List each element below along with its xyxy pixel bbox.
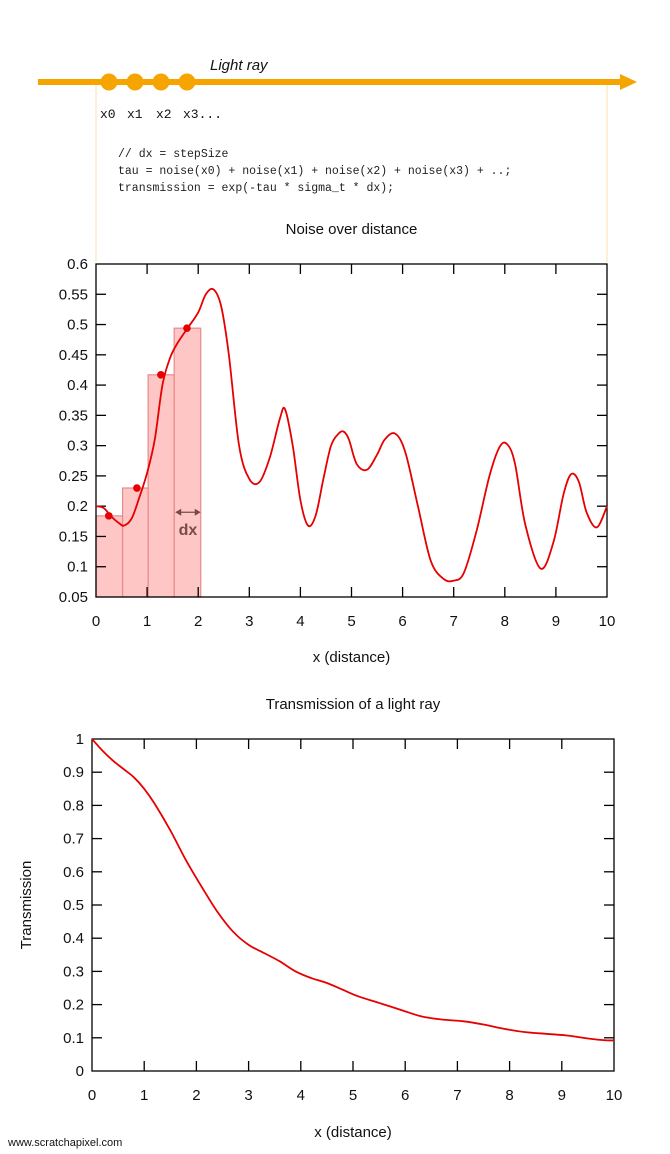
code-snippet: // dx = stepSize tau = noise(x0) + noise… <box>118 148 511 195</box>
sample-point <box>104 512 113 520</box>
ray-sample-dot <box>152 73 170 91</box>
code-line-3: transmission = exp(-tau * sigma_t * dx); <box>118 182 394 195</box>
x-tick-label: 10 <box>606 1087 623 1104</box>
chart-title: Noise over distance <box>286 221 418 238</box>
ray-sample-labels: x0 x1 x2 x3... <box>100 107 222 122</box>
x-tick-label: 2 <box>194 613 202 630</box>
x-tick-label: 2 <box>192 1087 200 1104</box>
y-tick-label: 0 <box>76 1063 84 1080</box>
y-tick-label: 0.4 <box>63 930 84 947</box>
code-line-1: // dx = stepSize <box>118 148 229 161</box>
y-tick-label: 0.6 <box>63 864 84 881</box>
x-axis-label: x (distance) <box>314 1124 392 1141</box>
y-tick-label: 0.3 <box>67 438 88 455</box>
y-tick-label: 0.1 <box>67 559 88 576</box>
x-tick-label: 4 <box>297 1087 305 1104</box>
y-tick-label: 0.45 <box>59 347 88 364</box>
x-tick-label: 3 <box>244 1087 252 1104</box>
light-ray-diagram: Light ray x0 x1 x2 x3... <box>38 57 637 262</box>
dx-arrowhead-left <box>175 508 182 516</box>
x-tick-label: 7 <box>450 613 458 630</box>
ray-sample-dot <box>126 73 144 91</box>
y-tick-label: 0.6 <box>67 256 88 273</box>
plot-frame <box>91 738 615 1072</box>
dx-label: dx <box>179 522 198 539</box>
x-axis-label: x (distance) <box>313 649 391 666</box>
light-ray-arrowhead <box>620 74 637 90</box>
y-tick-label: 0.3 <box>63 963 84 980</box>
y-tick-label: 0.25 <box>59 468 88 485</box>
y-tick-label: 0.2 <box>67 498 88 515</box>
y-tick-label: 0.7 <box>63 831 84 848</box>
step-bar <box>173 327 202 598</box>
y-axis-label: Transmission <box>18 861 35 950</box>
y-tick-label: 1 <box>76 731 84 748</box>
sample-point <box>157 370 165 379</box>
y-tick-label: 0.5 <box>67 317 88 334</box>
y-tick-label: 0.5 <box>63 897 84 914</box>
x-tick-label: 4 <box>296 613 304 630</box>
ray-sample-dot <box>178 73 196 91</box>
step-bar <box>147 374 175 598</box>
light-ray-label: Light ray <box>210 57 269 74</box>
x-tick-label: 6 <box>398 613 406 630</box>
footer-credit: www.scratchapixel.com <box>7 1137 122 1149</box>
x-tick-label: 5 <box>349 1087 357 1104</box>
x-tick-label: 5 <box>347 613 355 630</box>
y-tick-label: 0.8 <box>63 797 84 814</box>
x-tick-label: 10 <box>599 613 616 630</box>
sample-point <box>133 484 141 492</box>
x-tick-label: 8 <box>505 1087 513 1104</box>
series-line <box>95 287 608 583</box>
ray-sample-dot <box>100 73 118 91</box>
ray-sample-label: x0 <box>100 107 116 122</box>
x-tick-label: 7 <box>453 1087 461 1104</box>
series-line <box>91 738 615 1042</box>
x-tick-label: 6 <box>401 1087 409 1104</box>
step-bar <box>95 515 124 598</box>
x-tick-label: 0 <box>88 1087 96 1104</box>
y-tick-label: 0.1 <box>63 1030 84 1047</box>
y-tick-label: 0.4 <box>67 377 88 394</box>
x-tick-label: 1 <box>140 1087 148 1104</box>
ray-sample-label: x1 <box>127 107 143 122</box>
y-tick-label: 0.55 <box>59 286 88 303</box>
x-tick-label: 3 <box>245 613 253 630</box>
x-tick-label: 9 <box>552 613 560 630</box>
ray-sample-points <box>100 73 196 91</box>
step-bar <box>121 487 149 598</box>
y-tick-label: 0.15 <box>59 528 88 545</box>
x-tick-label: 1 <box>143 613 151 630</box>
x-tick-label: 0 <box>92 613 100 630</box>
y-tick-label: 0.2 <box>63 997 84 1014</box>
dx-arrowhead-right <box>194 508 201 516</box>
ray-sample-label: x3... <box>183 107 222 122</box>
y-tick-label: 0.9 <box>63 764 84 781</box>
ray-sample-label: x2 <box>156 107 172 122</box>
sample-point <box>183 324 191 332</box>
code-line-2: tau = noise(x0) + noise(x1) + noise(x2) … <box>118 165 511 178</box>
y-tick-label: 0.35 <box>59 407 88 424</box>
noise-chart: Noise over distance 0 1 2 3 4 5 6 7 8 9 10 0.05 0.1 0.… <box>59 221 616 666</box>
x-tick-label: 9 <box>558 1087 566 1104</box>
y-tick-label: 0.05 <box>59 589 88 606</box>
chart-title: Transmission of a light ray <box>266 696 441 713</box>
x-tick-label: 8 <box>501 613 509 630</box>
